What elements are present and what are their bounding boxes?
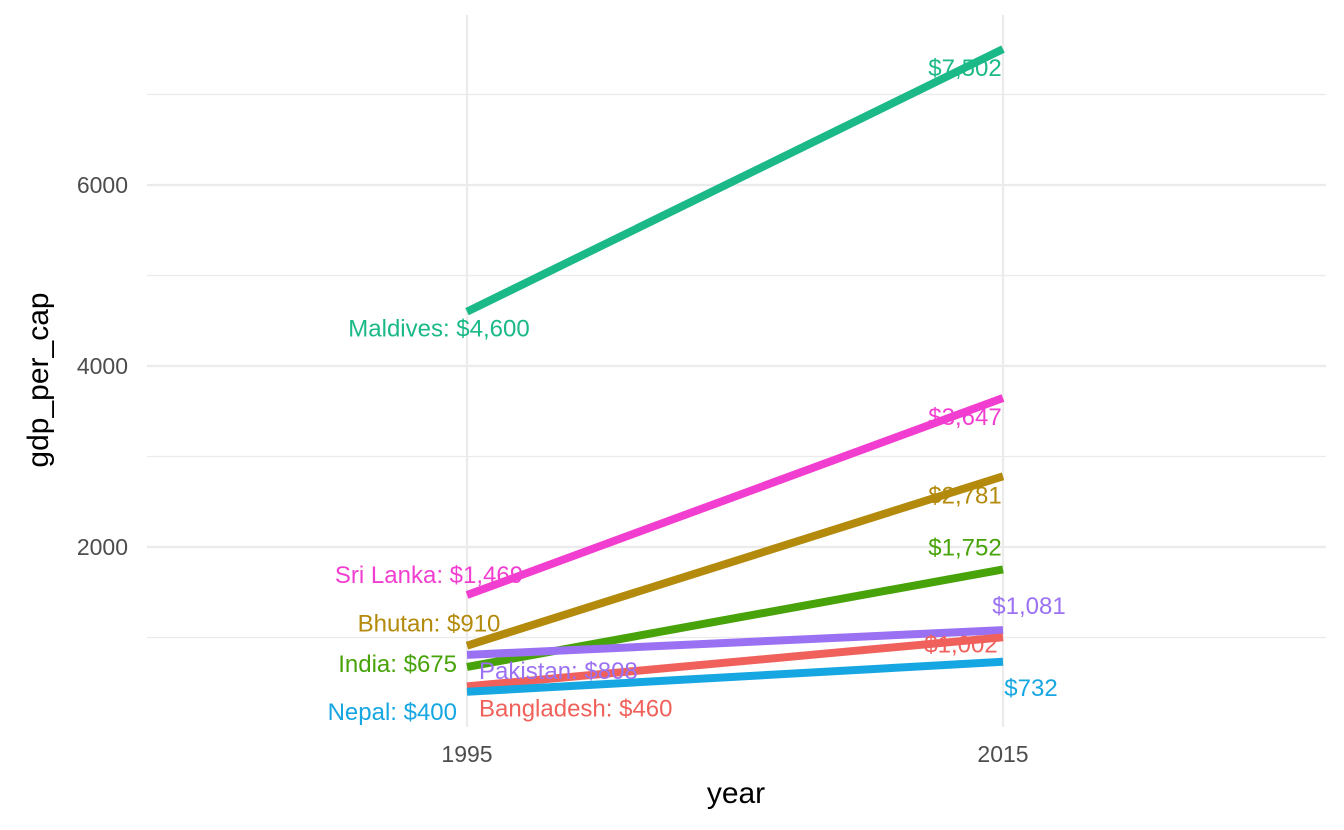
data-labels: Maldives: $4,600 $7,502 Sri Lanka: $1,469 $… <box>328 55 1066 726</box>
data-label-start-nepal: Nepal: $400 <box>328 699 457 726</box>
series-line-nepal <box>466 657 1004 696</box>
data-label-end-pakistan: $1,081 <box>992 593 1065 620</box>
series-line-bangladesh <box>466 633 1004 691</box>
x-tick-label: 2015 <box>977 741 1028 767</box>
series-line-bhutan <box>465 472 1005 650</box>
data-label-start-india: India: $675 <box>338 651 457 678</box>
data-label-start-pakistan: Pakistan: $808 <box>479 658 638 685</box>
data-label-end-india: $1,752 <box>928 534 1001 561</box>
data-label-end-sri-lanka: $3,647 <box>928 404 1001 431</box>
data-label-start-maldives: Maldives: $4,600 <box>348 316 529 343</box>
series-line-pakistan <box>466 626 1004 659</box>
series-line-maldives <box>465 45 1005 316</box>
grid <box>147 15 1326 727</box>
x-tick-label: 1995 <box>441 741 492 767</box>
data-label-start-sri-lanka: Sri Lanka: $1,469 <box>335 562 523 589</box>
tick-labels: 2000 4000 6000 1995 2015 <box>77 172 1029 767</box>
data-label-start-bangladesh: Bangladesh: $460 <box>479 695 673 722</box>
y-axis-title: gdp_per_cap <box>22 292 55 467</box>
x-axis-title: year <box>707 777 765 810</box>
y-tick-label: 2000 <box>77 534 128 560</box>
y-tick-label: 4000 <box>77 353 128 379</box>
y-tick-label: 6000 <box>77 172 128 198</box>
data-label-end-nepal: $732 <box>1004 675 1057 702</box>
series-line-sri-lanka <box>465 394 1005 599</box>
data-label-end-bangladesh: $1,002 <box>924 631 997 658</box>
data-label-end-bhutan: $2,781 <box>928 482 1001 509</box>
data-label-start-bhutan: Bhutan: $910 <box>358 611 501 638</box>
series-lines <box>465 45 1005 696</box>
data-label-end-maldives: $7,502 <box>928 55 1001 82</box>
